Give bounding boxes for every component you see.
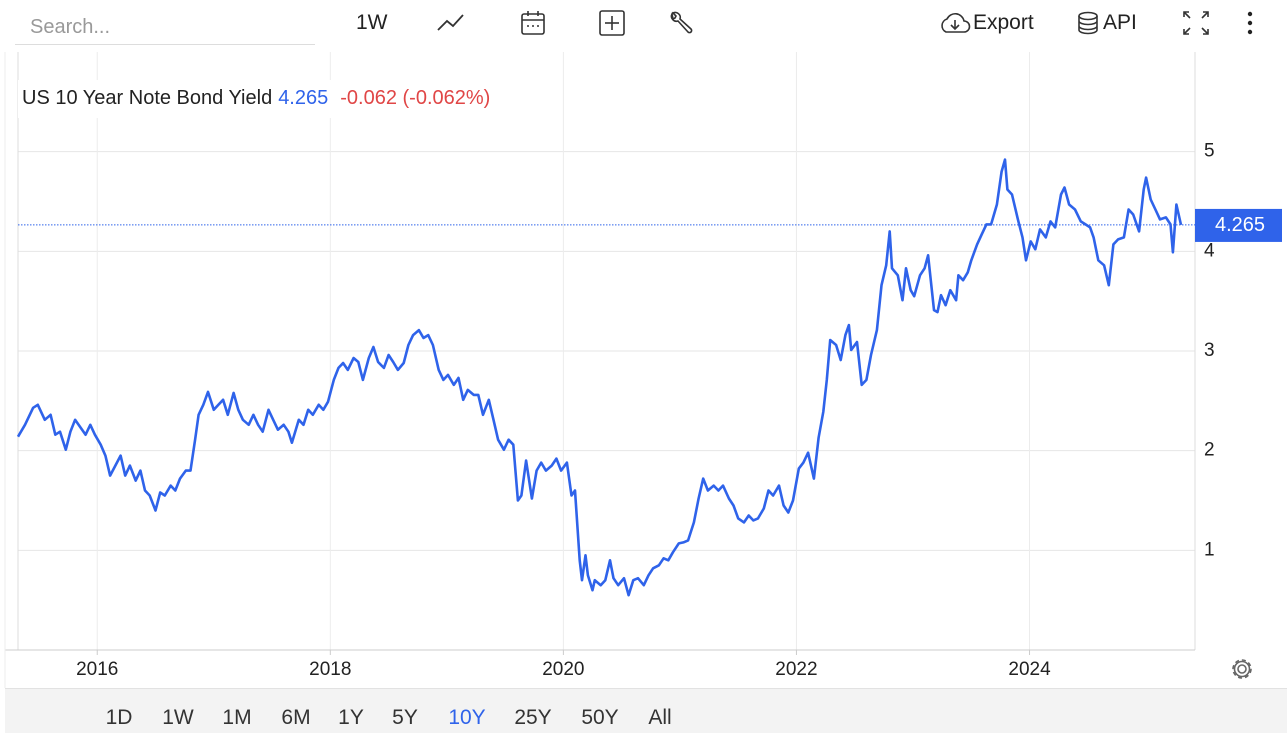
range-button[interactable]: 25Y: [514, 706, 552, 729]
range-button[interactable]: 50Y: [581, 706, 619, 729]
more-menu-icon[interactable]: [1240, 8, 1260, 38]
x-tick-label: 2016: [76, 659, 118, 680]
last-value-label: 4.265: [1215, 214, 1265, 236]
x-tick-label: 2024: [1008, 659, 1051, 680]
settings-icon[interactable]: [1232, 659, 1252, 679]
yield-line: [16, 158, 1183, 597]
export-icon: [941, 13, 971, 33]
range-button[interactable]: All: [648, 706, 672, 729]
y-tick-label: 1: [1204, 539, 1215, 560]
title: US 10 Year Note Bond Yield: [22, 87, 272, 109]
interval-button[interactable]: 1W: [356, 11, 388, 34]
fullscreen-icon[interactable]: [1180, 8, 1212, 38]
chart: 1 2 3 4 5 2016 2018 2020 2022 2024 US 10 Year Note…: [4, 52, 1282, 688]
chart-title: US 10 Year Note Bond Yield 4.265 -0.062 (-…: [22, 87, 490, 109]
x-tick-label: 2018: [309, 659, 351, 680]
change: -0.062 (-0.062%): [340, 87, 490, 109]
export-label: Export: [973, 11, 1034, 34]
api-label: API: [1103, 11, 1137, 34]
x-tick-label: 2022: [775, 659, 817, 680]
y-tick-label: 5: [1204, 141, 1215, 162]
y-tick-label: 4: [1204, 240, 1215, 261]
export-button[interactable]: Export: [937, 8, 1034, 38]
range-button[interactable]: 1M: [222, 706, 252, 729]
range-button[interactable]: 6M: [281, 706, 311, 729]
add-icon[interactable]: [597, 8, 627, 38]
y-tick-label: 3: [1204, 340, 1215, 361]
range-button[interactable]: 1D: [105, 706, 133, 729]
search-input[interactable]: Search...: [15, 8, 315, 45]
range-button[interactable]: 10Y: [448, 706, 486, 729]
settings-wrench-icon[interactable]: [666, 8, 696, 38]
range-bar: [5, 688, 1287, 733]
title-bg: [18, 80, 558, 118]
last-value-box: [1195, 208, 1282, 242]
chart-type-icon[interactable]: [435, 8, 467, 38]
last-value: 4.265: [278, 87, 328, 109]
range-button[interactable]: 1W: [162, 706, 194, 729]
range-button[interactable]: 1Y: [338, 706, 364, 729]
range-button[interactable]: 5Y: [392, 706, 418, 729]
api-icon: [1078, 11, 1098, 35]
x-tick-label: 2020: [542, 659, 584, 680]
y-tick-label: 2: [1204, 440, 1215, 461]
calendar-icon[interactable]: [519, 8, 547, 38]
api-button[interactable]: API: [1075, 8, 1137, 38]
